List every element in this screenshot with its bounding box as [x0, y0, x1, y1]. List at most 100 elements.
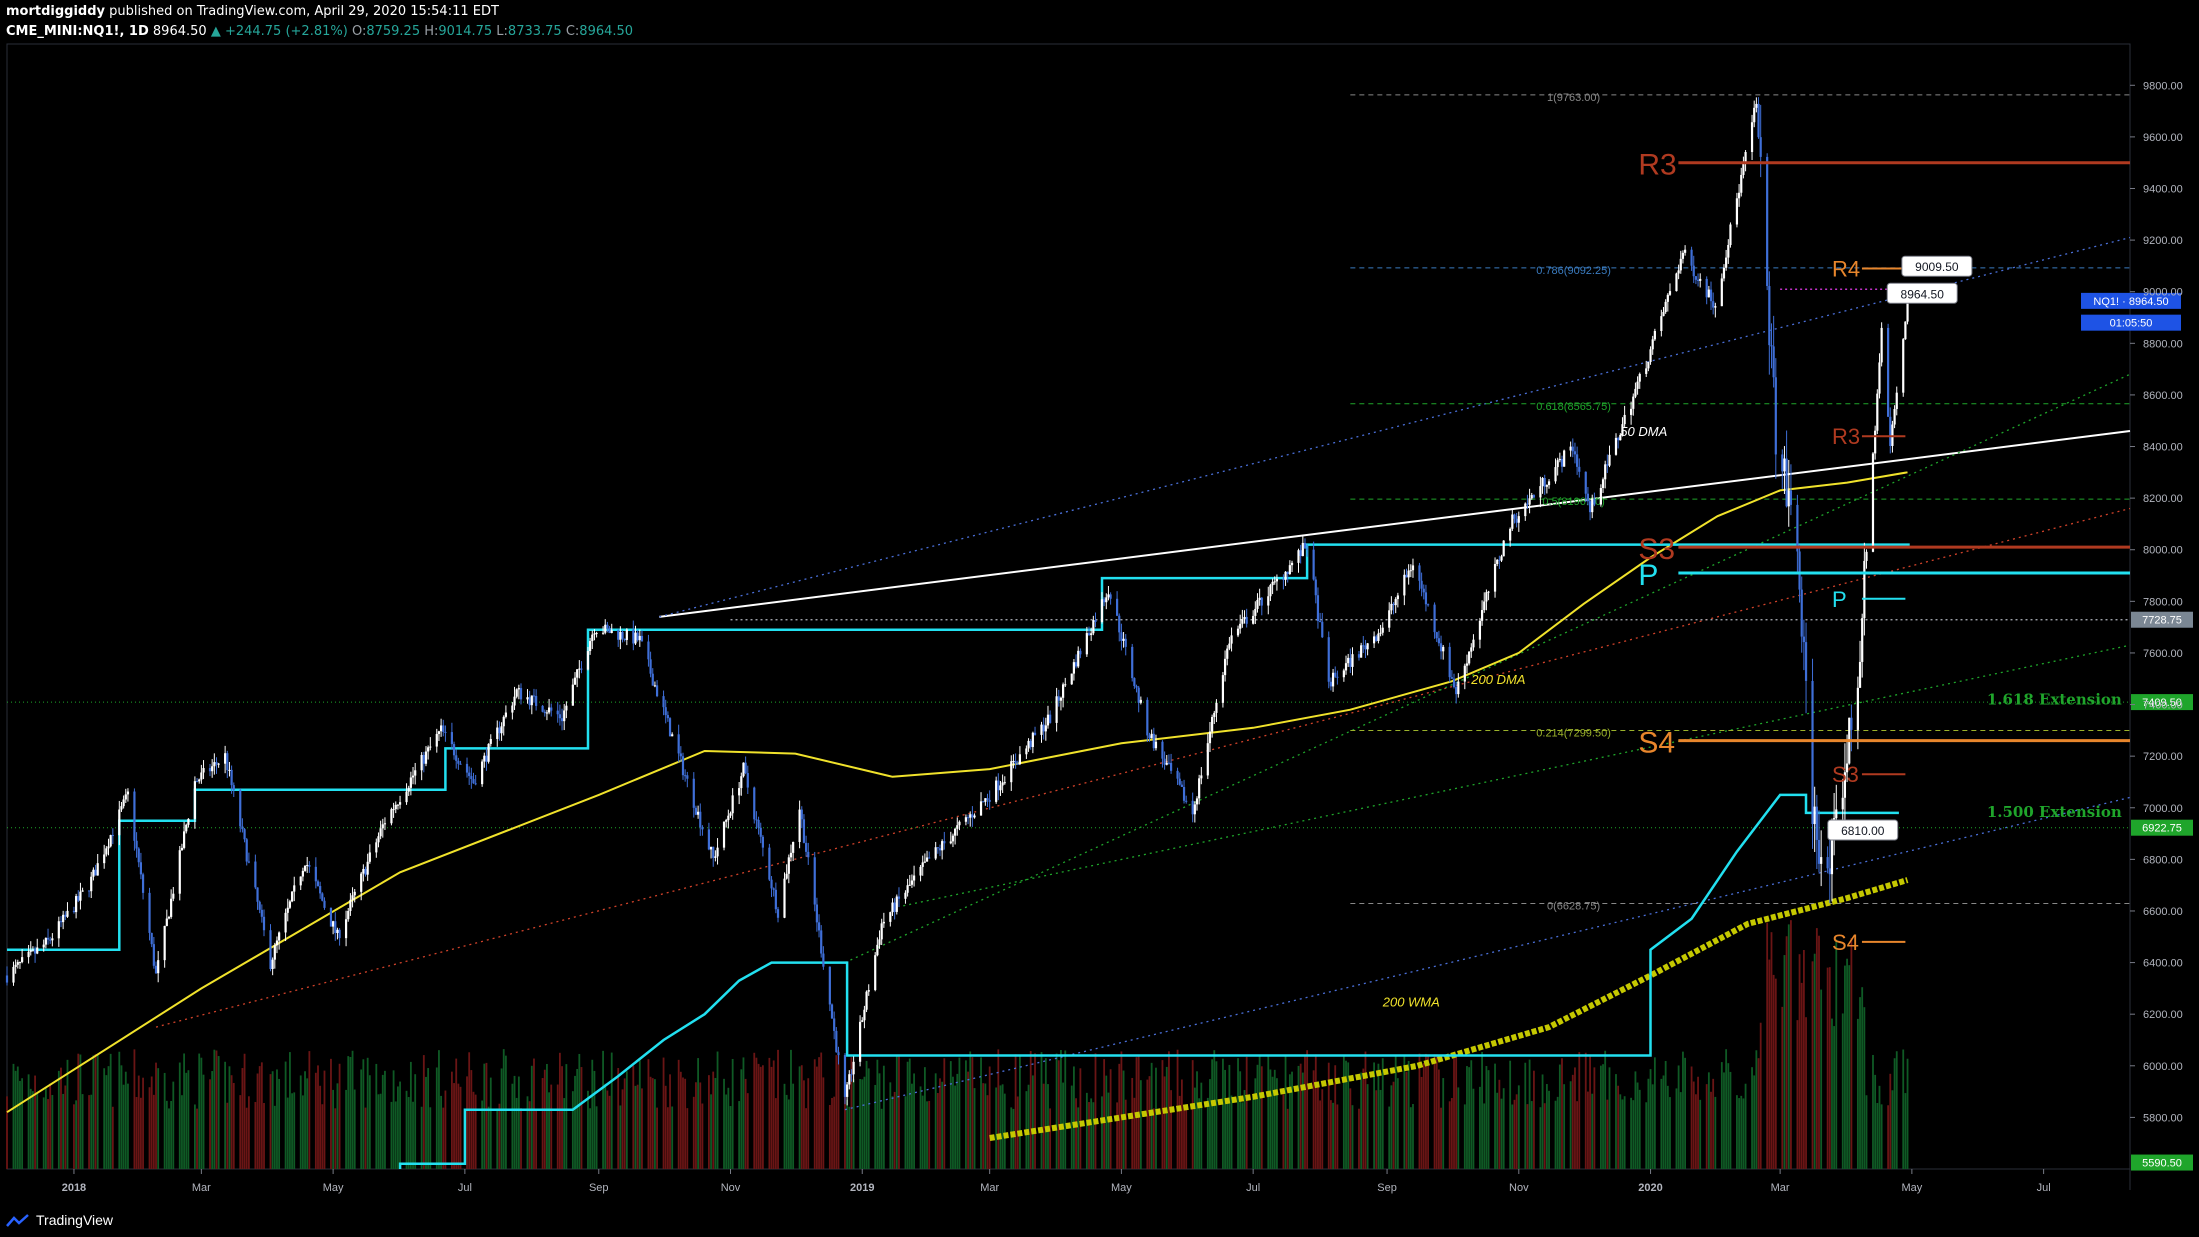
- candle-body: [1766, 156, 1769, 287]
- candle-body: [541, 705, 544, 712]
- candle-body: [262, 916, 266, 931]
- candle-body: [332, 921, 335, 927]
- candle-body: [1742, 162, 1745, 175]
- volume-bar: [548, 1092, 550, 1169]
- tradingview-logo-icon[interactable]: [6, 1213, 30, 1227]
- volume-bar: [1880, 1104, 1883, 1169]
- volume-bar: [1669, 1097, 1671, 1169]
- volume-bar: [286, 1097, 289, 1169]
- volume-bar: [1887, 1105, 1890, 1169]
- volume-bar: [904, 1096, 907, 1169]
- volume-bar: [954, 1085, 957, 1169]
- candle-body: [768, 847, 771, 880]
- candle-body: [118, 809, 121, 836]
- candle-body: [528, 697, 531, 706]
- volume-bar: [453, 1083, 455, 1169]
- candle-body: [681, 756, 685, 776]
- volume-bar: [178, 1062, 181, 1169]
- pivot-level-label: P: [1638, 559, 1658, 592]
- candle-body: [427, 747, 430, 752]
- candle-body: [576, 669, 579, 678]
- volume-bar: [29, 1088, 32, 1169]
- volume-bar: [1736, 1095, 1738, 1169]
- volume-bar: [334, 1108, 337, 1169]
- candle-body: [383, 823, 387, 825]
- candle-body: [200, 772, 203, 780]
- candle-body: [815, 904, 818, 923]
- upper-channel-line: [659, 236, 2131, 618]
- candle-body: [647, 641, 650, 660]
- volume-bar: [783, 1083, 786, 1169]
- candle-body: [1450, 677, 1453, 679]
- candle-body: [180, 847, 184, 851]
- candle-body: [1601, 479, 1605, 488]
- candle-body: [697, 811, 700, 815]
- candle-body: [904, 892, 907, 899]
- candles: [5, 97, 1909, 1106]
- volume-bar: [258, 1066, 261, 1169]
- candle-body: [1813, 806, 1816, 825]
- candle-body: [653, 685, 657, 687]
- resistance-trendline: [659, 430, 2131, 618]
- volume-bar: [1258, 1055, 1261, 1169]
- volume-bar: [438, 1050, 440, 1169]
- candle-body: [634, 632, 637, 644]
- candle-body: [966, 817, 970, 819]
- volume-bar: [1679, 1092, 1682, 1169]
- volume-bar: [1483, 1103, 1486, 1169]
- y-tick-label: 9400.00: [2143, 183, 2183, 195]
- candle-body: [1284, 571, 1287, 580]
- volume-bar: [1757, 1058, 1760, 1169]
- volume-bar: [511, 1083, 514, 1169]
- candle-body: [1342, 670, 1345, 678]
- candle-body: [910, 880, 914, 885]
- volume-bar: [44, 1088, 47, 1169]
- candle-body: [692, 778, 695, 808]
- candle-body: [580, 668, 583, 670]
- candle-body: [1709, 289, 1713, 302]
- candle-body: [1796, 504, 1799, 552]
- fib-level-label: 0.214(7299.50): [1536, 727, 1611, 739]
- volume-bar: [472, 1091, 475, 1169]
- callout-last-box: [1886, 282, 1958, 304]
- volume-bar: [528, 1101, 531, 1169]
- candle-body: [889, 912, 892, 922]
- candle-body: [468, 772, 471, 777]
- author-name[interactable]: mortdiggiddy: [6, 4, 106, 19]
- candle-body: [1485, 592, 1488, 602]
- candle-body: [239, 790, 242, 827]
- y-tick-label: 9600.00: [2143, 132, 2183, 144]
- volume-bar: [42, 1097, 45, 1169]
- volume-bar: [1273, 1069, 1276, 1169]
- candle-body: [286, 907, 289, 913]
- footer-brand[interactable]: TradingView: [36, 1211, 114, 1228]
- open-value: 8759.25: [366, 24, 421, 39]
- volume-bar: [1010, 1107, 1013, 1169]
- volume-bar: [397, 1086, 399, 1169]
- candle-body: [1135, 686, 1138, 688]
- volume-bar: [785, 1094, 788, 1169]
- volume-bar: [725, 1094, 728, 1169]
- volume-bar: [1740, 1095, 1743, 1169]
- volume-bar: [772, 1060, 775, 1169]
- candle-body: [755, 819, 758, 821]
- candle-body: [377, 836, 380, 843]
- candle-body: [1411, 565, 1415, 571]
- volume-bar: [1256, 1064, 1259, 1169]
- candle-body: [81, 890, 84, 892]
- volume-bar: [1362, 1068, 1365, 1169]
- volume-bar: [1319, 1100, 1322, 1169]
- candle-body: [1003, 782, 1006, 784]
- symbol-label[interactable]: CME_MINI:NQ1!, 1D: [6, 24, 149, 39]
- volume-bar: [617, 1068, 620, 1169]
- candle-body: [1422, 588, 1425, 593]
- candle-body: [956, 825, 959, 829]
- volume-bar: [109, 1053, 112, 1169]
- candle-body: [545, 712, 549, 714]
- volume-bar: [1768, 959, 1771, 1169]
- volume-bar: [967, 1071, 969, 1169]
- volume-bar: [936, 1093, 939, 1169]
- volume-bar: [919, 1086, 922, 1169]
- fib-level-label: 1(9763.00): [1547, 92, 1600, 104]
